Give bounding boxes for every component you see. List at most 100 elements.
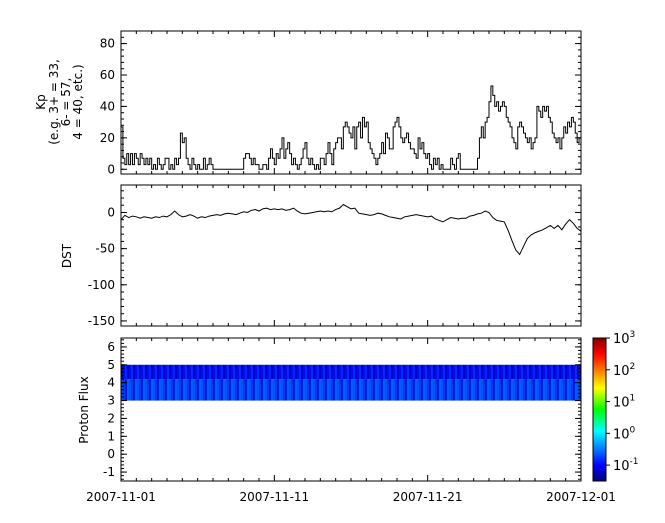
proton-heat-cell	[319, 379, 322, 401]
proton-heat-cell	[151, 364, 154, 380]
proton-heat-cell	[565, 379, 568, 401]
proton-heat-cell	[313, 364, 316, 380]
proton-heat-cell	[343, 379, 346, 401]
proton-heat-cell	[507, 364, 510, 380]
proton-heat-cell	[129, 364, 132, 380]
proton-heat-cell	[265, 364, 268, 380]
x-tick-label: 2007-12-01	[546, 490, 616, 504]
proton-heat-cell	[203, 364, 206, 380]
proton-heat-cell	[575, 364, 578, 380]
proton-heat-cell	[405, 379, 408, 401]
proton-heat-cell	[475, 364, 478, 380]
proton-heat-cell	[473, 379, 476, 401]
proton-heat-cell	[555, 364, 558, 380]
proton-heat-cell	[139, 379, 142, 401]
proton-heat-cell	[457, 379, 460, 401]
proton-heat-cell	[195, 379, 198, 401]
proton-heat-cell	[569, 364, 572, 380]
proton-heat-cell	[239, 379, 242, 401]
dst-plot-frame	[120, 184, 582, 327]
proton-heat-cell	[247, 379, 250, 401]
proton-heat-cell	[295, 364, 298, 380]
proton-tick-label: -1	[103, 465, 115, 479]
proton-heat-cell	[471, 364, 474, 380]
proton-heat-cell	[439, 379, 442, 401]
proton-heat-cell	[401, 379, 404, 401]
proton-heat-cell	[235, 364, 238, 380]
proton-heat-cell	[525, 379, 528, 401]
proton-heat-cell	[351, 379, 354, 401]
proton-heat-cell	[363, 364, 366, 380]
proton-heat-cell	[385, 379, 388, 401]
proton-heat-cell	[443, 364, 446, 380]
proton-heat-cell	[435, 379, 438, 401]
proton-heat-cell	[381, 364, 384, 380]
proton-heat-cell	[213, 379, 216, 401]
proton-heat-cell	[259, 364, 262, 380]
proton-heat-cell	[163, 379, 166, 401]
proton-heat-cell	[279, 364, 282, 380]
proton-heat-cell	[273, 364, 276, 380]
proton-heat-cell	[323, 379, 326, 401]
proton-heat-cell	[425, 364, 428, 380]
proton-heat-cell	[275, 379, 278, 401]
proton-heat-cell	[373, 364, 376, 380]
proton-heat-cell	[511, 364, 514, 380]
proton-heat-cell	[499, 364, 502, 380]
proton-heat-cell	[521, 364, 524, 380]
proton-heat-cell	[139, 364, 142, 380]
proton-heat-cell	[395, 364, 398, 380]
proton-heat-cell	[335, 364, 338, 380]
proton-heat-cell	[523, 379, 526, 401]
proton-heat-cell	[299, 364, 302, 380]
proton-heat-cell	[251, 364, 254, 380]
proton-heat-cell	[267, 379, 270, 401]
proton-heat-cell	[459, 379, 462, 401]
proton-heat-cell	[133, 379, 136, 401]
proton-heat-cell	[197, 364, 200, 380]
proton-heat-cell	[515, 364, 518, 380]
proton-heat-cell	[535, 379, 538, 401]
proton-heat-cell	[177, 379, 180, 401]
proton-heat-cell	[331, 379, 334, 401]
proton-heat-cell	[375, 364, 378, 380]
proton-heat-cell	[231, 379, 234, 401]
proton-heat-cell	[321, 379, 324, 401]
proton-heat-cell	[237, 364, 240, 380]
colorbar-tick-label: 102	[613, 362, 635, 379]
dst-tick-label: -150	[88, 314, 115, 328]
proton-heat-cell	[339, 379, 342, 401]
proton-heat-cell	[125, 364, 128, 380]
proton-heat-cell	[395, 379, 398, 401]
proton-heat-cell	[361, 364, 364, 380]
proton-heat-cell	[355, 364, 358, 380]
proton-heat-cell	[413, 364, 416, 380]
proton-heat-cell	[455, 379, 458, 401]
kp-grid-ticks: 0 20 40 60 80	[100, 30, 582, 176]
proton-heat-cell	[451, 364, 454, 380]
proton-tick-label: 1	[107, 429, 115, 443]
proton-heat-cell	[209, 379, 212, 401]
proton-heat-cell	[243, 379, 246, 401]
proton-heat-cell	[219, 364, 222, 380]
proton-heat-cell	[225, 379, 228, 401]
proton-heat-cell	[559, 364, 562, 380]
proton-heat-cell	[551, 364, 554, 380]
proton-heat-cell	[481, 379, 484, 401]
proton-heat-cell	[223, 364, 226, 380]
proton-heat-cell	[507, 379, 510, 401]
kp-series-line	[121, 85, 581, 170]
proton-heat-cell	[467, 364, 470, 380]
proton-heat-cell	[179, 364, 182, 380]
proton-heat-cell	[349, 379, 352, 401]
proton-heat-cell	[491, 364, 494, 380]
proton-heat-cell	[397, 379, 400, 401]
proton-heat-cell	[471, 379, 474, 401]
proton-heat-cell	[187, 364, 190, 380]
proton-heat-cell	[201, 379, 204, 401]
proton-heat-cell	[325, 364, 328, 380]
proton-heat-cell	[493, 364, 496, 380]
proton-heat-cell	[365, 364, 368, 380]
proton-heat-cell	[417, 364, 420, 380]
proton-heat-cell	[165, 364, 168, 380]
